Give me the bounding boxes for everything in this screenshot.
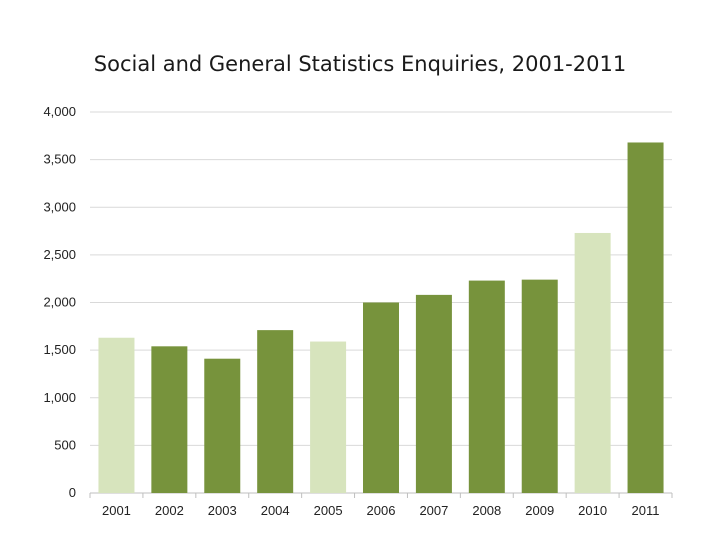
y-tick-label: 2,500	[43, 247, 76, 262]
x-tick-label: 2003	[208, 503, 237, 518]
y-tick-label: 4,000	[43, 104, 76, 119]
x-tick-label: 2008	[472, 503, 501, 518]
y-tick-label: 0	[69, 485, 76, 500]
x-tick-label: 2009	[525, 503, 554, 518]
bar	[151, 346, 188, 493]
bar	[574, 232, 611, 493]
x-tick-label: 2004	[261, 503, 290, 518]
x-tick-label: 2005	[314, 503, 343, 518]
bar	[363, 302, 399, 493]
y-axis-ticks: 0 500 1,000 1,500 2,000 2,500 3,000 3,500 4,000	[43, 104, 76, 500]
x-tick-label: 2001	[102, 503, 131, 518]
y-tick-label: 500	[54, 437, 76, 452]
x-tick-label: 2006	[367, 503, 396, 518]
bars	[98, 142, 664, 494]
y-tick-label: 3,500	[43, 152, 76, 167]
x-tick-label: 2007	[419, 503, 448, 518]
bar	[521, 279, 558, 493]
bar	[98, 337, 135, 493]
bar	[310, 341, 347, 493]
y-tick-label: 1,000	[43, 390, 76, 405]
y-tick-label: 2,000	[43, 295, 76, 310]
bar	[415, 294, 452, 493]
x-axis-ticks: 2001 2002 2003 2004 2005 2006 2007 2008 2009 2010…	[89, 493, 673, 518]
y-tick-label: 3,000	[43, 199, 76, 214]
bar	[468, 280, 505, 493]
bar	[204, 358, 241, 493]
bar	[627, 142, 664, 494]
x-tick-label: 2010	[578, 503, 607, 518]
chart-title: Social and General Statistics Enquiries,…	[93, 52, 627, 76]
y-tick-label: 1,500	[43, 342, 76, 357]
bar	[257, 330, 294, 493]
x-tick-label: 2002	[155, 503, 184, 518]
x-tick-label: 2011	[632, 503, 660, 518]
